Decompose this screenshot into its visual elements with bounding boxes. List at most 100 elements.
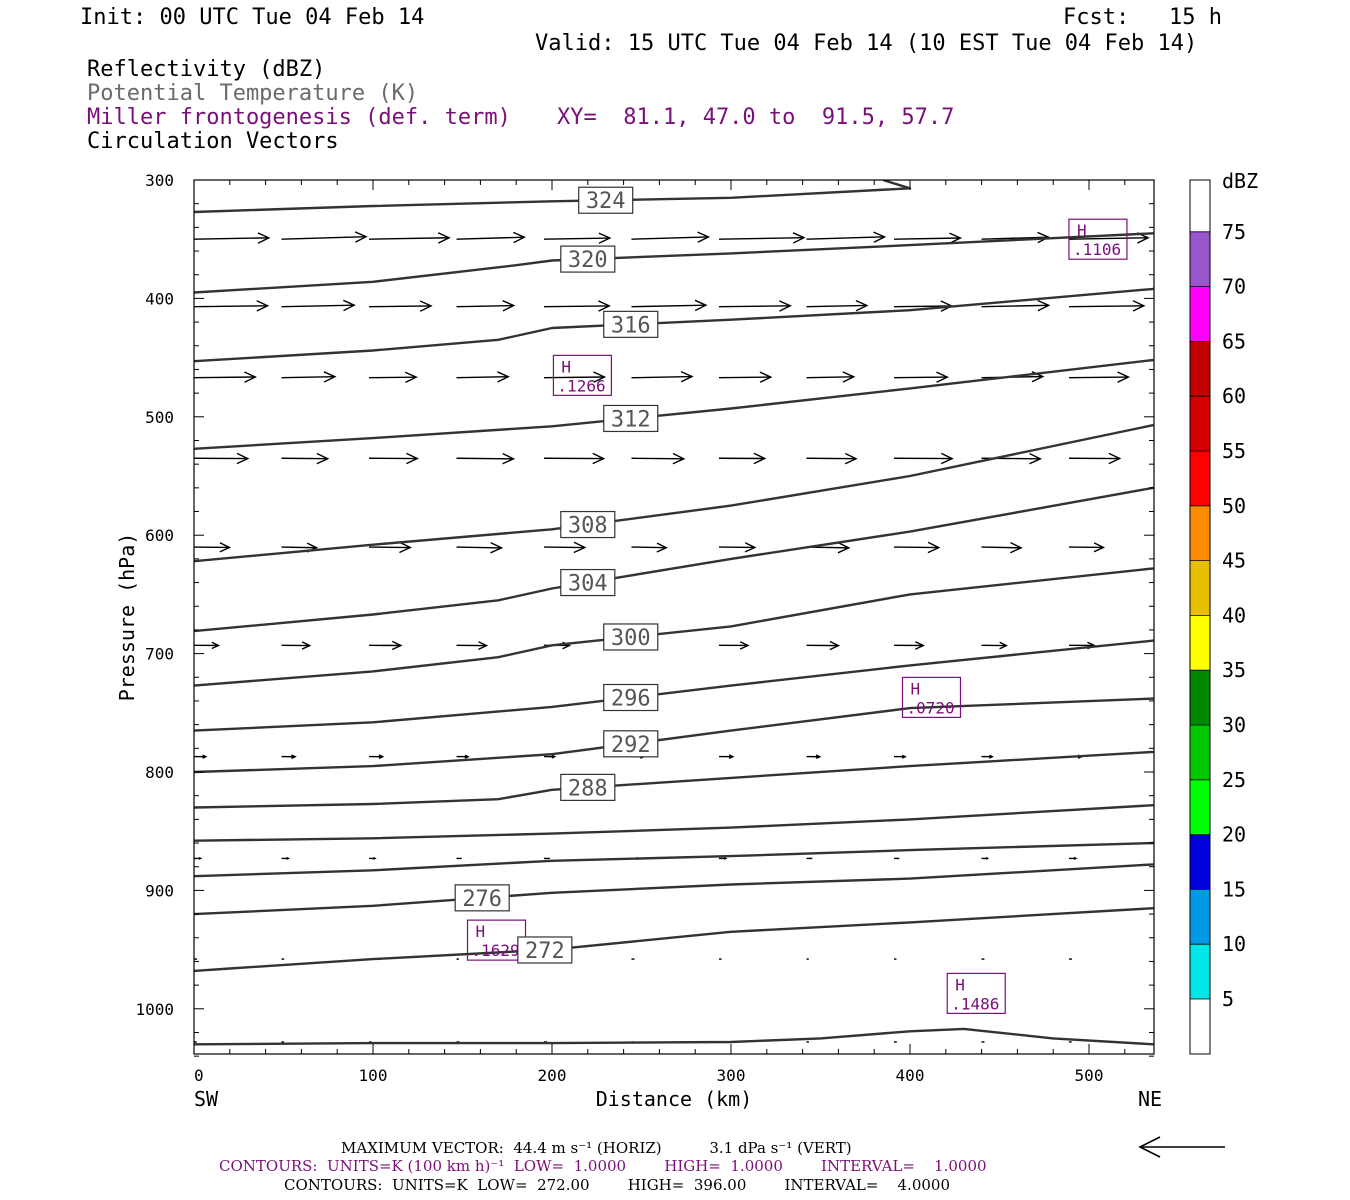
fgen-max-label: H [955, 975, 965, 994]
isentrope-308 [194, 423, 1154, 563]
circulation-vector-head [419, 300, 433, 312]
circulation-vector [893, 237, 961, 240]
colorbar-swatch-5 [1190, 944, 1210, 999]
circulation-vector-head [399, 541, 412, 554]
fgen-max-value: .1486 [951, 994, 999, 1013]
isentrope-276 [194, 863, 1154, 916]
circulation-vector [281, 304, 355, 308]
colorbar-outline [1189, 179, 1211, 1055]
circulation-vector [281, 546, 317, 549]
colorbar-label-60: 60 [1222, 384, 1246, 408]
colorbar-label-50: 50 [1222, 494, 1246, 518]
circulation-vector [1068, 237, 1149, 240]
circulation-vector-head [844, 452, 858, 465]
colorbar-unit: dBZ [1222, 169, 1258, 193]
circulation-vector-head [211, 641, 221, 650]
circulation-vector-head [391, 640, 403, 651]
circulation-vector-head [373, 857, 377, 860]
y-tick-label: 1000 [135, 1000, 174, 1019]
circulation-vector [631, 304, 706, 308]
circulation-vector-head [855, 299, 869, 312]
circulation-vector [193, 237, 269, 240]
circulation-vector-head [593, 371, 607, 383]
fgen-max-box [1068, 218, 1128, 260]
circulation-vector [631, 375, 693, 379]
colorbar-label-30: 30 [1222, 713, 1246, 737]
isentrope-label-288: 288 [568, 776, 608, 801]
circulation-vector [456, 375, 509, 379]
circulation-vector-head [901, 754, 907, 759]
circulation-vector [456, 304, 514, 308]
isentrope-label-296: 296 [611, 687, 651, 712]
isentrope-label-276: 276 [462, 887, 502, 912]
isentrope-316 [194, 287, 1154, 363]
isentrope-label-box [603, 404, 659, 433]
circulation-vector-head [406, 452, 419, 465]
circulation-vector [893, 546, 939, 549]
circulation-vector-head [873, 231, 887, 243]
isentropes [194, 180, 1154, 1046]
circulation-vector-head [999, 641, 1009, 650]
circulation-vector-head [985, 857, 990, 860]
isentrope-label-324: 324 [586, 189, 626, 214]
circulation-vector-head [573, 541, 587, 554]
contours-theta-note: CONTOURS: UNITS=K LOW= 272.00 HIGH= 396.… [284, 1176, 950, 1194]
circulation-vector-head [478, 641, 489, 651]
fgen-max-box [901, 676, 962, 719]
isentrope-label-box [517, 936, 573, 964]
circulation-vector-head [680, 370, 694, 383]
x-tick-label: 500 [1075, 1066, 1104, 1085]
circulation-vector [806, 236, 885, 240]
colorbar-swatch-40 [1190, 560, 1210, 616]
isentrope-320 [194, 232, 1154, 294]
isentrope-label-304: 304 [568, 572, 608, 597]
circulation-vector-head [244, 371, 257, 383]
circulation-vector-head [656, 542, 668, 553]
circulation-vector [981, 304, 1049, 308]
circulation-vector [281, 235, 367, 240]
y-tick-label: 300 [145, 171, 174, 190]
y-axis-label: Pressure (hPa) [115, 533, 139, 702]
fgen-max-box [552, 354, 613, 396]
field-circulation-vectors: Circulation Vectors [87, 129, 339, 154]
valid-time: Valid: 15 UTC Tue 04 Feb 14 (10 EST Tue … [535, 31, 1198, 56]
isentrope-label-300: 300 [611, 626, 651, 651]
circulation-vector-head [927, 541, 941, 554]
fgen-max-value: .1266 [557, 376, 605, 395]
circulation-vector-head [842, 371, 856, 383]
circulation-vector [806, 376, 854, 379]
isentrope-label-box [560, 510, 616, 539]
colorbar-label-20: 20 [1222, 823, 1246, 847]
colorbar-swatch-30 [1190, 670, 1210, 725]
circulation-vector-head [437, 232, 451, 244]
circulation-vector-head [323, 371, 337, 383]
circulation-vector-head [598, 300, 611, 312]
isentrope-312 [194, 358, 1154, 450]
isentrope-label-box [603, 310, 659, 338]
circulation-vector-head [464, 754, 470, 759]
circulation-vector [368, 237, 450, 240]
circulation-vector-head [936, 371, 949, 383]
field-reflectivity: Reflectivity (dBZ) [87, 57, 326, 82]
y-tick-label: 400 [145, 289, 174, 308]
circulation-vector-head [697, 231, 711, 243]
isentrope-label-box [560, 773, 616, 801]
circulation-vector [281, 375, 335, 379]
colorbar-swatch-70 [1190, 231, 1210, 287]
fgen-max-label: H [910, 679, 920, 698]
isentrope-label-316: 316 [611, 313, 651, 338]
circulation-vector-head [672, 452, 686, 465]
circulation-vector [368, 376, 417, 379]
circulation-vector [631, 236, 709, 240]
circulation-vector-head [598, 232, 612, 244]
isentrope-280 [194, 841, 1154, 878]
circulation-vector-head [198, 856, 203, 860]
circulation-vector [718, 236, 804, 240]
circulation-vector [893, 376, 948, 379]
plot-border [193, 179, 1155, 1055]
circulation-vector [193, 376, 256, 379]
colorbar-swatch-50 [1190, 451, 1210, 506]
circulation-vector-head [1108, 452, 1122, 465]
